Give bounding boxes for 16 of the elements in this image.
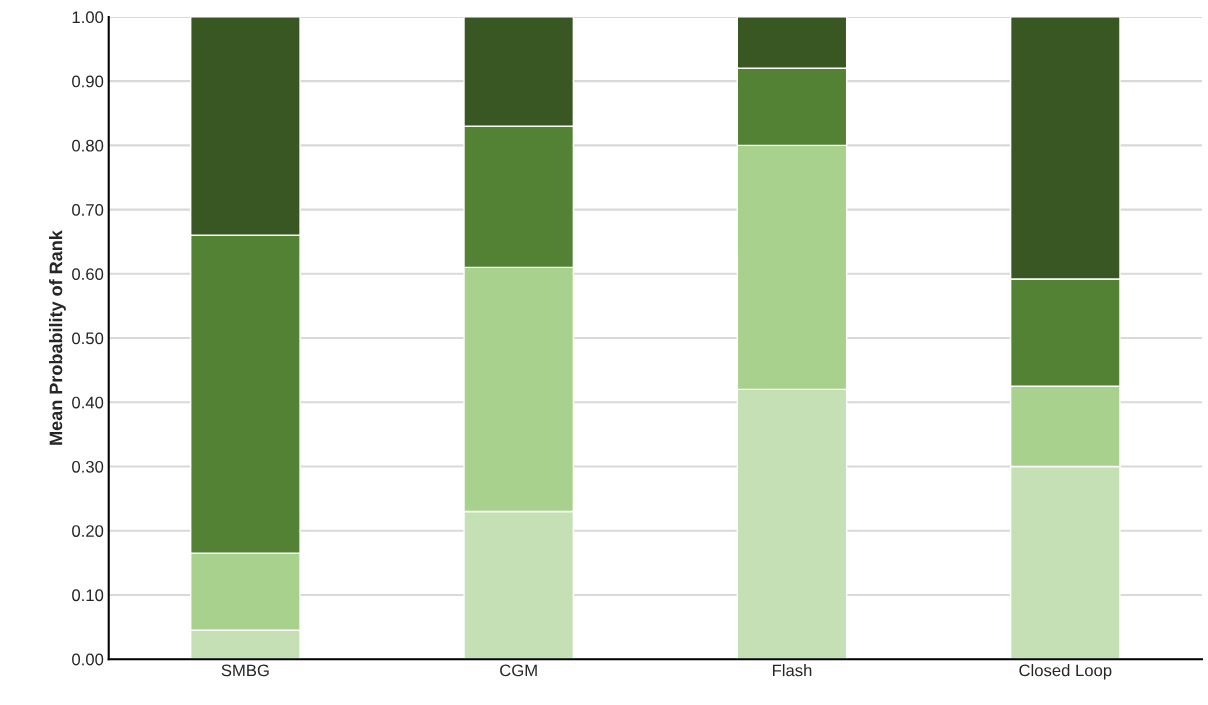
y-tick-label: 0.20 bbox=[72, 525, 104, 537]
y-tick-label: 0.10 bbox=[72, 589, 104, 602]
y-axis-title: Mean Probability of Rank bbox=[49, 230, 66, 445]
y-tick-label: 1.00 bbox=[72, 11, 104, 24]
y-tick-label: 0.40 bbox=[72, 396, 104, 409]
x-tick-label: CGM bbox=[500, 664, 537, 677]
y-tick-label: 0.60 bbox=[72, 268, 104, 281]
y-tick-label: 0.70 bbox=[72, 204, 104, 216]
x-tick-label: Flash bbox=[772, 664, 812, 677]
y-tick-label: 0.80 bbox=[72, 139, 104, 152]
x-tick-label: Closed Loop bbox=[1019, 664, 1112, 680]
y-tick-label: 0.00 bbox=[72, 653, 104, 666]
y-tick-label: 0.30 bbox=[72, 460, 104, 473]
y-tick-label: 0.90 bbox=[72, 75, 104, 88]
y-tick-label: 0.50 bbox=[72, 332, 104, 345]
x-tick-label: SMBG bbox=[221, 664, 269, 677]
